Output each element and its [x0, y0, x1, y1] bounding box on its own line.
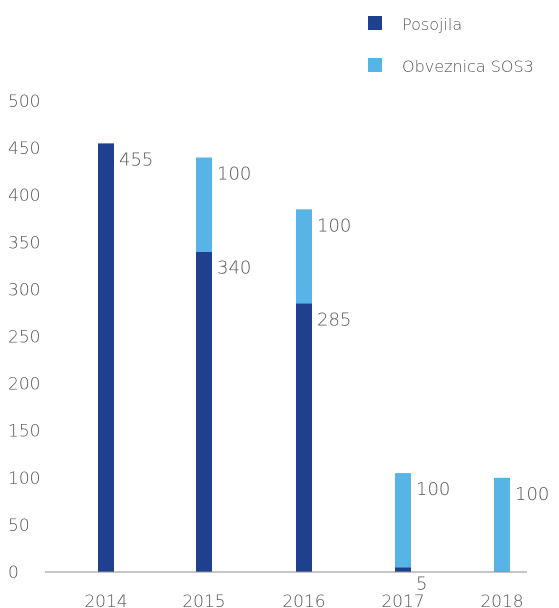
x-tick-label: 2014: [84, 592, 127, 608]
y-tick-label: 0: [8, 563, 19, 583]
data-label: 455: [119, 149, 153, 170]
y-tick-label: 450: [8, 139, 40, 159]
y-tick-label: 250: [8, 328, 40, 348]
legend-swatch: [368, 16, 382, 30]
y-tick-label: 50: [8, 516, 30, 536]
y-tick-label: 150: [8, 422, 40, 442]
bar-posojila-2017: [395, 567, 411, 572]
bar-obveznica-2016: [296, 209, 312, 304]
y-tick-label: 500: [8, 92, 40, 112]
data-label: 5: [416, 573, 427, 594]
data-label: 100: [416, 479, 450, 500]
data-label: 340: [217, 258, 251, 279]
bar-posojila-2014: [98, 143, 114, 572]
y-tick-label: 400: [8, 186, 40, 206]
y-tick-label: 350: [8, 233, 40, 253]
legend-swatch: [368, 58, 382, 72]
y-tick-label: 100: [8, 469, 40, 489]
bar-obveznica-2017: [395, 473, 411, 568]
bar-posojila-2016: [296, 303, 312, 572]
data-label: 100: [515, 484, 549, 505]
bar-obveznica-2015: [196, 157, 212, 252]
y-axis: 0 50 100 150 200 250 300 350 400 450 500: [8, 92, 40, 583]
x-axis: 2014 2015 2016 2017 2018: [45, 571, 527, 608]
data-labels-group: 455 340 100 285 100 5 100 100: [119, 149, 549, 594]
bars-group: [98, 143, 510, 572]
y-tick-label: 200: [8, 375, 40, 395]
bar-obveznica-2018: [494, 477, 510, 572]
y-tick-label: 300: [8, 280, 40, 300]
legend-label: Posojila: [402, 15, 462, 34]
bar-posojila-2015: [196, 251, 212, 572]
data-label: 100: [217, 164, 251, 185]
x-tick-label: 2015: [182, 592, 225, 608]
x-tick-label: 2017: [381, 592, 424, 608]
x-tick-label: 2016: [282, 592, 325, 608]
x-tick-label: 2018: [480, 592, 523, 608]
legend-label: Obveznica SOS3: [402, 57, 534, 76]
chart-legend: Posojila Obveznica SOS3: [368, 15, 534, 76]
data-label: 100: [317, 215, 351, 236]
data-label: 285: [317, 310, 351, 331]
